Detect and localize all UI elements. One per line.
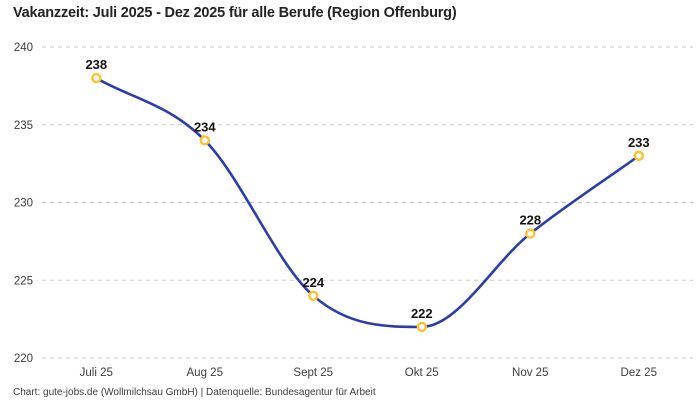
- data-point-label: 238: [85, 57, 107, 72]
- x-axis-tick-label: Juli 25: [80, 367, 113, 379]
- y-axis-tick-label: 225: [14, 275, 33, 287]
- data-point-marker: [525, 228, 536, 239]
- x-axis-tick-label: Nov 25: [512, 367, 548, 379]
- data-point-label: 234: [194, 119, 216, 134]
- data-point-label: 233: [628, 135, 650, 150]
- data-point-marker: [633, 150, 644, 162]
- data-point-label: 228: [519, 213, 541, 228]
- y-axis-tick-label: 230: [14, 198, 33, 210]
- data-point-label: 222: [411, 306, 433, 321]
- y-axis-tick-label: 220: [14, 353, 33, 365]
- data-point-marker: [416, 321, 427, 333]
- data-point-label: 224: [302, 275, 324, 290]
- chart-title: Vakanzzeit: Juli 2025 - Dez 2025 für all…: [13, 5, 457, 21]
- y-axis-tick-label: 240: [14, 42, 33, 54]
- x-axis-tick-label: Sept 25: [293, 367, 333, 379]
- series-line: [95, 76, 641, 329]
- attribution-footer: Chart: gute-jobs.de (Wollmilchsau GmbH) …: [13, 387, 376, 398]
- x-axis-tick-label: Dez 25: [621, 367, 657, 379]
- x-axis-tick-label: Okt 25: [405, 367, 439, 379]
- y-axis-tick-label: 235: [14, 120, 33, 132]
- data-point-marker: [199, 135, 211, 146]
- data-point-marker: [308, 290, 319, 301]
- data-point-marker: [91, 72, 102, 84]
- x-axis-tick-label: Aug 25: [187, 367, 223, 379]
